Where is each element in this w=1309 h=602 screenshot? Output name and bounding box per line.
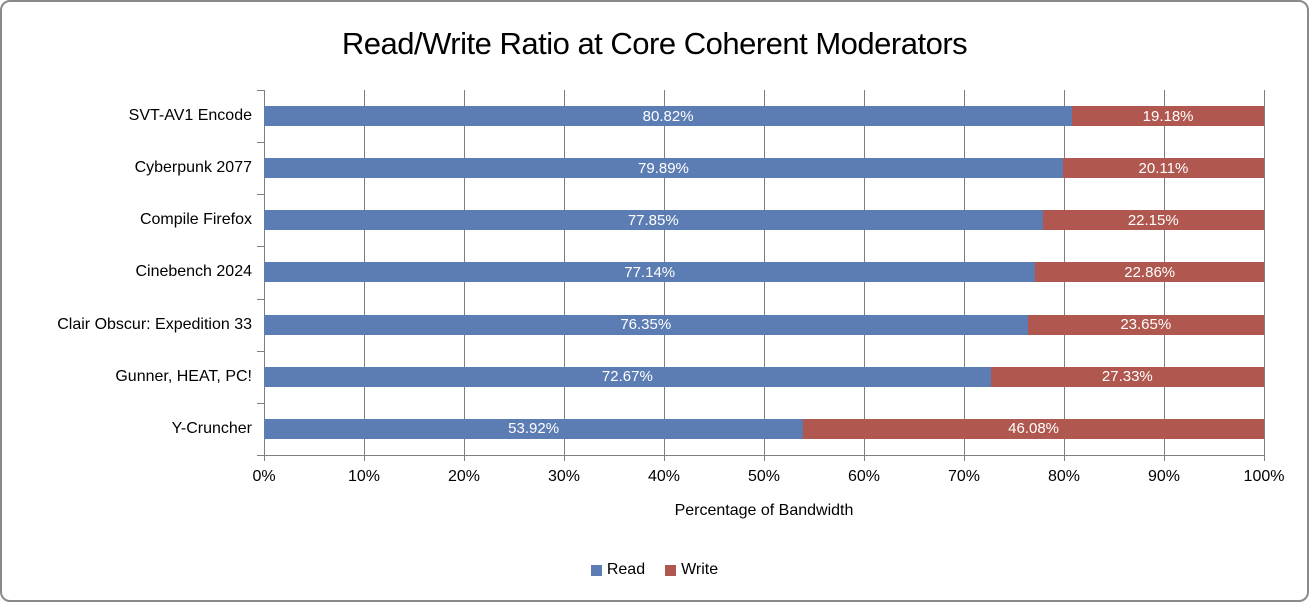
chart-title: Read/Write Ratio at Core Coherent Modera…	[341, 26, 968, 61]
y-tick-mark	[257, 142, 264, 144]
category-label: Gunner, HEAT, PC!	[115, 367, 252, 385]
category-label: Y-Cruncher	[171, 419, 252, 437]
x-axis-tick-labels: 0% 10% 20% 30% 40% 50% 60% 70% 80% 90% 100%	[252, 468, 1284, 488]
x-tick-label: 0%	[252, 468, 276, 485]
legend-label: Write	[681, 561, 719, 578]
data-label: 23.65%	[1120, 316, 1172, 334]
bar-row: 77.85% 22.15%	[264, 194, 1264, 246]
y-tick-mark	[257, 246, 264, 248]
x-tick-label: 20%	[447, 468, 481, 485]
stacked-bar: 79.89% 20.11%	[264, 158, 1264, 179]
category-label: SVT-AV1 Encode	[128, 107, 252, 125]
bar-segment-read: 72.67%	[264, 366, 991, 387]
legend-marker-write-icon	[665, 564, 677, 576]
legend-item-read: Read	[590, 561, 646, 579]
x-tick-mark	[1164, 455, 1165, 461]
bar-segment-write: 23.65%	[1027, 314, 1264, 335]
y-tick-mark	[257, 455, 264, 456]
gridline	[1264, 90, 1265, 455]
category-label: Compile Firefox	[139, 211, 252, 229]
bar-segment-read: 77.85%	[264, 210, 1043, 231]
category-label: Clair Obscur: Expedition 33	[57, 315, 252, 333]
stacked-bar: 72.67% 27.33%	[264, 366, 1264, 387]
bar-segment-read: 80.82%	[264, 106, 1073, 127]
data-label: 77.14%	[624, 263, 676, 281]
bar-segment-read: 77.14%	[264, 262, 1036, 283]
y-tick-mark	[257, 194, 264, 196]
bar-row: 79.89% 20.11%	[264, 142, 1264, 194]
x-tick-label: 10%	[347, 468, 381, 485]
bar-segment-write: 46.08%	[803, 418, 1264, 439]
bar-segment-write: 19.18%	[1072, 106, 1264, 127]
stacked-bar: 76.35% 23.65%	[264, 314, 1264, 335]
stacked-bar: 77.14% 22.86%	[264, 262, 1264, 283]
data-label: 19.18%	[1142, 107, 1194, 125]
data-label: 77.85%	[627, 211, 679, 229]
x-tick-mark	[864, 455, 865, 461]
data-label: 22.86%	[1124, 263, 1176, 281]
y-tick-mark	[257, 90, 264, 91]
bar-row: 80.82% 19.18%	[264, 90, 1264, 142]
bar-row: 76.35% 23.65%	[264, 299, 1264, 351]
data-label: 72.67%	[601, 368, 653, 386]
y-tick-mark	[257, 402, 264, 404]
x-tick-label: 40%	[647, 468, 681, 485]
x-tick-label: 100%	[1243, 468, 1285, 485]
data-label: 80.82%	[642, 107, 694, 125]
bar-row: 53.92% 46.08%	[264, 403, 1264, 455]
stacked-bar: 53.92% 46.08%	[264, 418, 1264, 439]
bar-segment-write: 22.86%	[1035, 262, 1264, 283]
category-label: Cyberpunk 2077	[134, 159, 252, 177]
x-tick-mark	[964, 455, 965, 461]
y-tick-mark	[257, 298, 264, 300]
legend-marker-read-icon	[590, 564, 602, 576]
bar-segment-read: 53.92%	[264, 418, 804, 439]
x-tick-mark	[564, 455, 565, 461]
data-label: 27.33%	[1101, 368, 1153, 386]
data-label: 53.92%	[508, 420, 560, 438]
x-tick-label: 80%	[1047, 468, 1081, 485]
x-tick-mark	[1064, 455, 1065, 461]
legend-label: Read	[606, 561, 646, 578]
x-tick-mark	[1264, 455, 1265, 461]
data-label: 46.08%	[1008, 420, 1060, 438]
data-label: 22.15%	[1127, 211, 1179, 229]
legend: Read Write	[2, 561, 1307, 579]
bar-row: 77.14% 22.86%	[264, 246, 1264, 298]
x-tick-label: 70%	[947, 468, 981, 485]
bar-row: 72.67% 27.33%	[264, 351, 1264, 403]
legend-item-write: Write	[665, 561, 718, 579]
x-tick-mark	[764, 455, 765, 461]
y-tick-mark	[257, 350, 264, 352]
stacked-bar: 77.85% 22.15%	[264, 210, 1264, 231]
data-label: 76.35%	[620, 316, 672, 334]
bar-segment-read: 79.89%	[264, 158, 1063, 179]
bar-rows: 80.82% 19.18% 79.89% 20.11% 77.85% 22.15% 77.1…	[264, 90, 1264, 455]
data-label: 79.89%	[638, 159, 689, 177]
x-tick-mark	[364, 455, 365, 461]
bar-segment-write: 22.15%	[1042, 210, 1264, 231]
x-tick-label: 50%	[747, 468, 781, 485]
x-axis-title: Percentage of Bandwidth	[674, 502, 854, 519]
x-tick-label: 60%	[847, 468, 881, 485]
bar-segment-write: 27.33%	[990, 366, 1264, 387]
stacked-bar: 80.82% 19.18%	[264, 106, 1264, 127]
x-tick-label: 30%	[547, 468, 581, 485]
category-label: Cinebench 2024	[135, 263, 252, 281]
data-label: 20.11%	[1138, 159, 1189, 177]
x-tick-mark	[664, 455, 665, 461]
y-axis-category-labels: SVT-AV1 Encode Cyberpunk 2077 Compile Fire…	[2, 90, 252, 455]
x-tick-mark	[464, 455, 465, 461]
plot-area: 80.82% 19.18% 79.89% 20.11% 77.85% 22.15% 77.1…	[264, 90, 1265, 455]
x-tick-mark	[264, 455, 265, 461]
bar-segment-write: 20.11%	[1062, 158, 1264, 179]
bar-segment-read: 76.35%	[264, 314, 1028, 335]
x-tick-label: 90%	[1147, 468, 1181, 485]
